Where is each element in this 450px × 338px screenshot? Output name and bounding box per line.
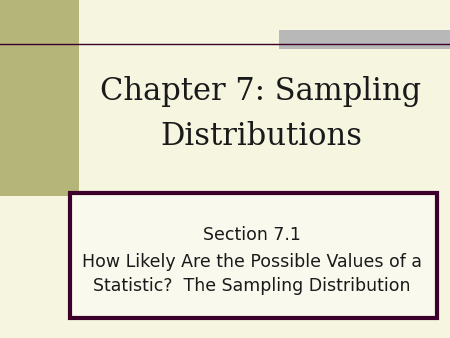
Text: Distributions: Distributions — [160, 121, 362, 152]
Text: Section 7.1: Section 7.1 — [203, 226, 301, 244]
Text: Chapter 7: Sampling: Chapter 7: Sampling — [100, 76, 422, 107]
Bar — [70, 193, 436, 318]
Bar — [279, 30, 450, 49]
Bar — [0, 0, 79, 196]
Text: How Likely Are the Possible Values of a: How Likely Are the Possible Values of a — [82, 253, 422, 271]
Text: Statistic?  The Sampling Distribution: Statistic? The Sampling Distribution — [93, 276, 411, 295]
